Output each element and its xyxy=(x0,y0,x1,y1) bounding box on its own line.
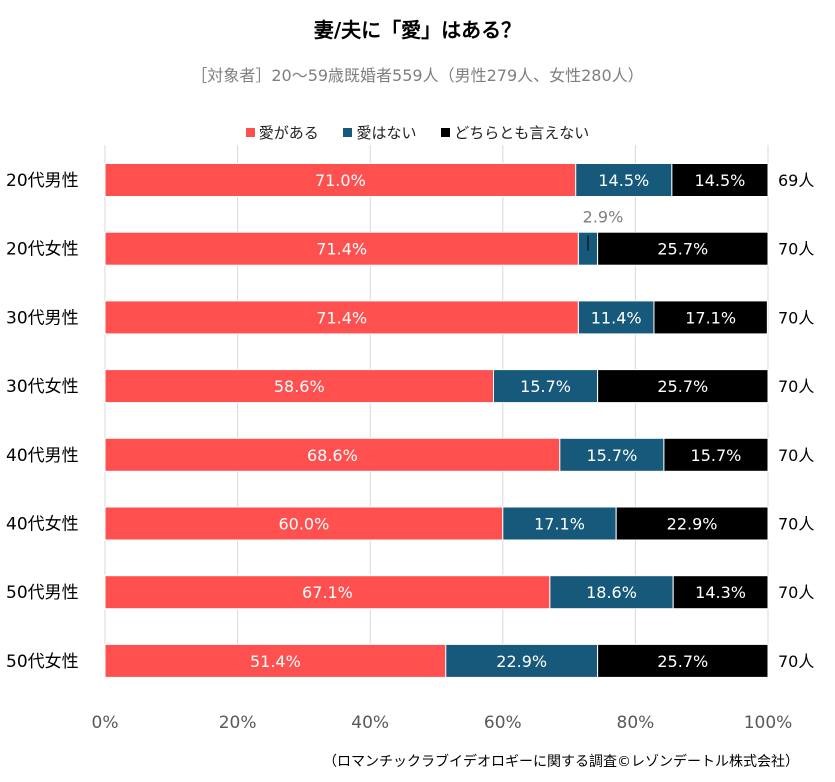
bar-segment xyxy=(597,369,769,404)
count-label: 70人 xyxy=(778,240,814,259)
data-label: 17.1% xyxy=(534,515,585,534)
count-label: 70人 xyxy=(778,583,814,602)
category-label: 40代女性 xyxy=(6,515,79,535)
count-label: 70人 xyxy=(778,377,814,396)
bar-segment xyxy=(104,506,504,541)
data-label: 15.7% xyxy=(520,377,571,396)
data-label: 25.7% xyxy=(657,652,708,671)
count-label: 70人 xyxy=(778,308,814,327)
count-label: 70人 xyxy=(778,515,814,534)
count-label: 70人 xyxy=(778,446,814,465)
bar-segment xyxy=(104,575,551,610)
category-label: 50代男性 xyxy=(6,583,79,603)
data-label: 14.5% xyxy=(598,171,649,190)
bar-segment xyxy=(671,163,769,197)
bar-segment xyxy=(502,506,617,541)
data-label: 71.0% xyxy=(315,171,366,190)
count-label: 69人 xyxy=(778,171,814,190)
legend-swatch-neither xyxy=(441,128,451,137)
category-label: 40代男性 xyxy=(6,446,79,466)
category-label: 20代女性 xyxy=(6,240,79,260)
x-tick-label: 80% xyxy=(617,713,655,733)
data-label: 58.6% xyxy=(274,377,325,396)
bar-segment xyxy=(597,643,769,678)
bar-segment xyxy=(577,300,655,335)
x-tick-label: 20% xyxy=(219,713,257,733)
x-tick-label: 40% xyxy=(351,713,389,733)
data-label: 51.4% xyxy=(250,652,301,671)
legend-label-no-love: 愛はない xyxy=(356,124,417,142)
legend-item-neither: どちらとも言えない xyxy=(441,122,589,143)
data-label: 25.7% xyxy=(657,377,708,396)
bar-segment xyxy=(104,369,495,404)
legend-label-love: 愛がある xyxy=(258,124,319,142)
legend-item-love: 愛がある xyxy=(245,122,319,143)
legend-swatch-love xyxy=(245,128,255,137)
source-note: （ロマンチックラブイデオロギーに関する調査©レゾンデートル株式会社） xyxy=(323,754,799,770)
data-label: 15.7% xyxy=(586,446,637,465)
chart-title: 妻/夫に「愛」はある？ xyxy=(313,18,522,42)
data-label: 25.7% xyxy=(657,240,708,259)
data-label: 71.4% xyxy=(316,308,367,327)
data-label: 67.1% xyxy=(302,583,353,602)
category-label: 50代女性 xyxy=(6,652,79,672)
data-label: 71.4% xyxy=(316,240,367,259)
data-label: 22.9% xyxy=(667,515,718,534)
legend-swatch-no-love xyxy=(343,128,353,137)
data-label: 17.1% xyxy=(685,308,736,327)
bar-segment xyxy=(104,437,561,472)
category-label: 30代女性 xyxy=(6,377,79,397)
data-label: 22.9% xyxy=(496,652,547,671)
data-label: 18.6% xyxy=(586,583,637,602)
x-tick-label: 60% xyxy=(484,713,522,733)
bar-segment xyxy=(559,437,665,472)
bar-segment xyxy=(104,231,579,266)
category-label: 20代男性 xyxy=(6,171,79,191)
bar-segment xyxy=(615,506,769,541)
category-label: 30代男性 xyxy=(6,308,79,328)
legend-label-neither: どちらとも言えない xyxy=(454,124,590,142)
data-label: 68.6% xyxy=(307,446,358,465)
x-tick-label: 0% xyxy=(92,713,119,733)
data-label: 11.4% xyxy=(591,308,642,327)
data-label: 14.3% xyxy=(695,583,746,602)
bar-segment xyxy=(445,643,599,678)
bar-segment xyxy=(663,437,769,472)
data-label: 14.5% xyxy=(695,171,746,190)
bar-segment xyxy=(549,575,674,610)
data-label: 15.7% xyxy=(691,446,742,465)
data-label: 2.9% xyxy=(583,208,624,227)
bar-segment xyxy=(597,231,769,266)
bar-segment xyxy=(672,575,769,610)
x-tick-label: 100% xyxy=(744,713,793,733)
chart-subtitle: ［対象者］20～59歳既婚者559人（男性279人、女性280人） xyxy=(191,66,644,85)
legend-item-no-love: 愛はない xyxy=(343,122,417,143)
count-label: 70人 xyxy=(778,652,814,671)
legend: 愛がある 愛はない どちらとも言えない xyxy=(0,122,835,143)
bar-segment xyxy=(653,300,768,335)
data-label: 60.0% xyxy=(278,515,329,534)
